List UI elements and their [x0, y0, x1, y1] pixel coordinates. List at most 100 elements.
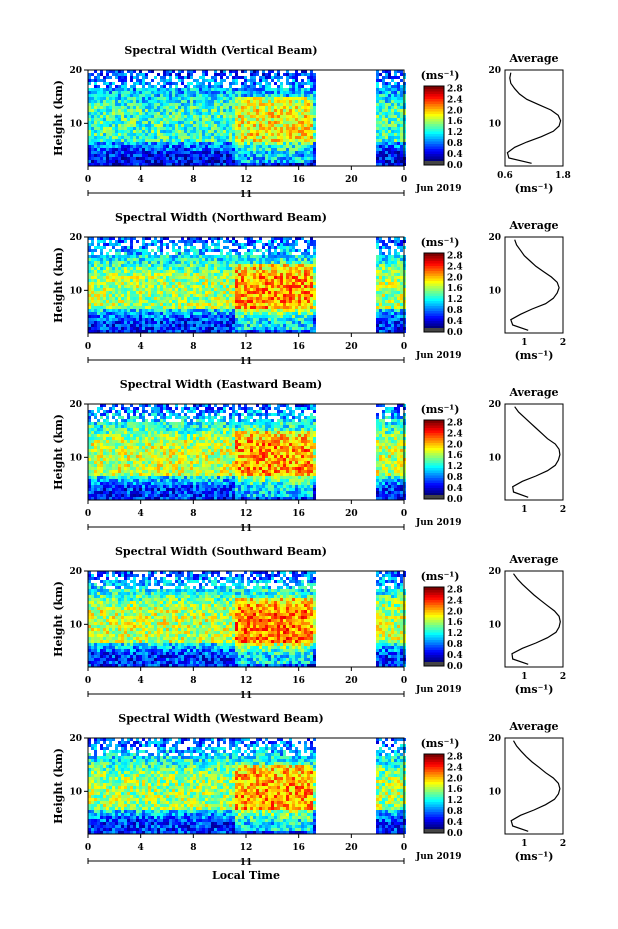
colorbar-tick-label: 0.4 — [447, 818, 463, 828]
colorbar-tick-label: 2.8 — [447, 585, 463, 595]
day-label: 11 — [240, 858, 253, 868]
y-axis-label: Height (km) — [52, 748, 65, 824]
x-tick-label: 12 — [240, 843, 253, 853]
y-axis-label: Height (km) — [52, 247, 65, 323]
colorbar-unit: (ms⁻¹) — [421, 69, 460, 82]
average-x-tick-label: 2 — [560, 839, 566, 849]
average-y-tick-label: 20 — [488, 734, 501, 744]
date-label: Jun 2019 — [415, 351, 462, 361]
colorbar-tick-label: 0.4 — [447, 317, 463, 327]
colorbar-under — [424, 662, 444, 666]
panel-title: Spectral Width (Southward Beam) — [115, 545, 327, 558]
y-tick-label: 20 — [69, 233, 82, 243]
colorbar-tick-label: 2.0 — [447, 440, 463, 450]
colorbar-tick-label: 1.6 — [447, 618, 463, 628]
x-tick-label: 4 — [138, 843, 144, 853]
panel-4: Spectral Width (Southward Beam) 20 1 0 Heigh… — [52, 545, 566, 701]
panel-title: Spectral Width (Vertical Beam) — [124, 44, 317, 57]
average-y-tick-label: 20 — [488, 400, 501, 410]
colorbar-frame — [423, 586, 445, 667]
heatmap-cells — [88, 404, 406, 500]
x-tick-label: 0 — [401, 843, 407, 853]
average-x-tick-label: 1 — [521, 505, 527, 515]
x-tick-label: 20 — [345, 175, 358, 185]
average-frame — [504, 236, 564, 334]
y-tick-label: 20 — [69, 66, 82, 76]
x-tick-label: 0 — [85, 509, 91, 519]
colorbar-tick-label: 0.8 — [447, 139, 463, 149]
x-tick-label: 0 — [401, 175, 407, 185]
y-axis-label: Height (km) — [52, 581, 65, 657]
y-tick-label: 10 — [69, 787, 82, 797]
colorbar-unit: (ms⁻¹) — [421, 236, 460, 249]
average-x-tick-label: 1 — [521, 672, 527, 682]
colorbar-tick-label: 0.8 — [447, 640, 463, 650]
panel-2: Spectral Width (Northward Beam) 20 10 Heigh… — [52, 211, 566, 367]
x-tick-label: 0 — [401, 676, 407, 686]
colorbar-under — [424, 829, 444, 833]
average-x-label: (ms⁻¹) — [515, 850, 554, 863]
colorbar-unit: (ms⁻¹) — [421, 570, 460, 583]
average-frame — [504, 403, 564, 501]
average-line — [510, 239, 560, 331]
average-line — [511, 573, 561, 665]
average-x-tick-label: 2 — [560, 672, 566, 682]
x-tick-label: 4 — [138, 175, 144, 185]
heatmap-cells — [88, 237, 406, 333]
x-tick-label: 8 — [190, 509, 196, 519]
average-y-tick-label: 10 — [488, 119, 501, 129]
x-tick-label: 4 — [138, 676, 144, 686]
average-title: Average — [508, 553, 558, 566]
colorbar-tick-label: 1.2 — [447, 796, 463, 806]
colorbar — [423, 753, 445, 834]
average-x-tick-label: 1 — [521, 839, 527, 849]
colorbar-frame — [423, 753, 445, 834]
average-frame — [504, 737, 564, 835]
average-y-tick-label: 20 — [488, 66, 501, 76]
colorbar-tick-label: 1.6 — [447, 117, 463, 127]
colorbar-tick-label: 2.4 — [447, 429, 463, 439]
y-tick-label: 10 — [69, 286, 82, 296]
colorbar-tick-label: 2.4 — [447, 262, 463, 272]
average-x-tick-label: 2 — [560, 338, 566, 348]
colorbar-frame — [423, 419, 445, 500]
panel-title: Spectral Width (Northward Beam) — [115, 211, 327, 224]
colorbar-tick-label: 0.8 — [447, 473, 463, 483]
x-tick-label: 20 — [345, 843, 358, 853]
x-tick-label: 20 — [345, 342, 358, 352]
colorbar-tick-label: 0.4 — [447, 150, 463, 160]
colorbar-tick-label: 0.0 — [447, 829, 463, 839]
average-line — [512, 406, 561, 498]
panel-5: Spectral Width (Westward Beam)2010Height… — [52, 712, 566, 868]
y-tick-label: 20 — [69, 734, 82, 744]
x-tick-label: 16 — [292, 342, 305, 352]
colorbar-under — [424, 161, 444, 165]
average-frame — [504, 570, 564, 668]
colorbar-tick-label: 2.0 — [447, 774, 463, 784]
colorbar-under — [424, 495, 444, 499]
x-tick-label: 16 — [292, 843, 305, 853]
average-x-label: (ms⁻¹) — [515, 683, 554, 696]
x-tick-label: 12 — [240, 509, 253, 519]
average-x-tick-label: 1 — [521, 338, 527, 348]
heatmap-cells — [88, 70, 406, 166]
x-tick-label: 0 — [85, 843, 91, 853]
x-tick-label: 20 — [345, 509, 358, 519]
colorbar-tick-label: 0.0 — [447, 161, 463, 171]
colorbar-tick-label: 2.4 — [447, 95, 463, 105]
y-axis-label: Height (km) — [52, 80, 65, 156]
x-tick-label: 8 — [190, 175, 196, 185]
average-title: Average — [508, 219, 558, 232]
heatmap-cells — [88, 738, 406, 834]
x-tick-label: 20 — [345, 676, 358, 686]
x-tick-label: 0 — [85, 175, 91, 185]
colorbar-tick-label: 2.8 — [447, 752, 463, 762]
date-label: Jun 2019 — [415, 184, 462, 194]
y-tick-label: 20 — [69, 567, 82, 577]
colorbar-tick-label: 0.0 — [447, 328, 463, 338]
colorbar — [423, 252, 445, 333]
date-label: Jun 2019 — [415, 685, 462, 695]
x-axis-label: Local Time — [212, 869, 280, 882]
colorbar-unit: (ms⁻¹) — [421, 403, 460, 416]
colorbar-frame — [423, 252, 445, 333]
